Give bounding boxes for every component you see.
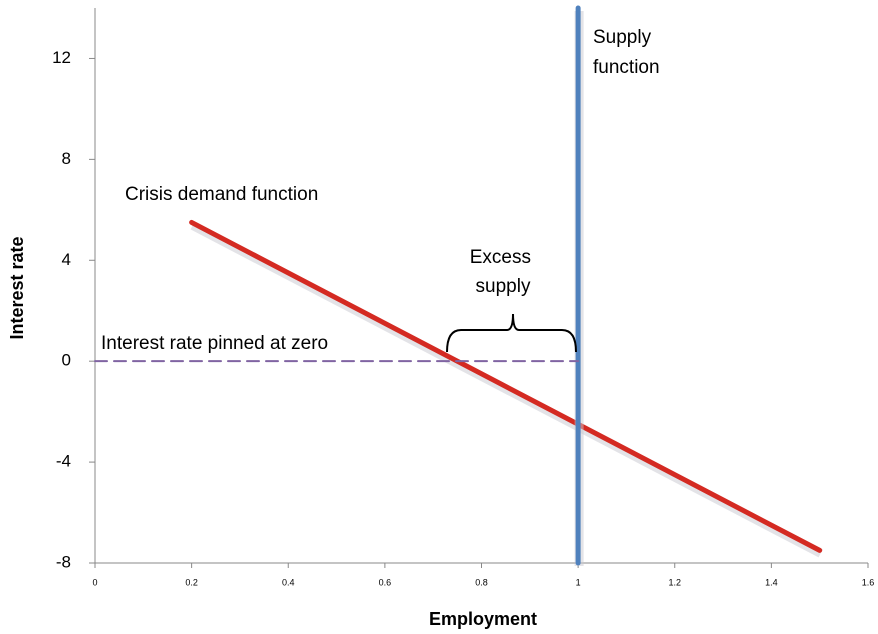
series-label: Supply function: [593, 27, 660, 78]
series-label: Interest rate pinned at zero: [101, 333, 328, 354]
line: [189, 219, 823, 553]
y-tick-label: -4: [56, 452, 71, 471]
x-tick-label: 0.8: [475, 577, 488, 587]
x-tick-label: 0.2: [185, 577, 198, 587]
x-tick-label: 1: [576, 577, 581, 587]
y-tick-label: -8: [56, 552, 71, 571]
x-tick-label: 0.6: [379, 577, 392, 587]
y-axis-title: Interest rate: [7, 236, 27, 339]
x-tick-label: 1.4: [765, 577, 778, 587]
series-label: Crisis demand function: [125, 184, 318, 205]
y-tick-label: 12: [52, 48, 71, 67]
x-axis-title: Employment: [429, 609, 537, 629]
y-tick-label: 4: [62, 250, 71, 269]
annotation: Excess supply: [470, 247, 537, 297]
x-tick-label: 1.6: [862, 577, 875, 587]
x-tick-label: 0: [92, 577, 97, 587]
y-tick-label: 8: [62, 149, 71, 168]
x-tick-label: 0.4: [282, 577, 295, 587]
y-tick-label: 0: [62, 351, 71, 370]
x-tick-label: 1.2: [668, 577, 681, 587]
brace: [446, 313, 577, 353]
